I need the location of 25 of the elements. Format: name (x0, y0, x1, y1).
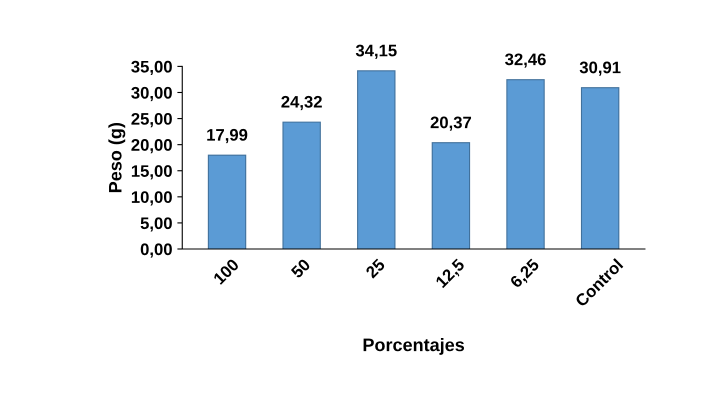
bar (357, 70, 396, 249)
x-tick-label: 50 (290, 258, 311, 279)
data-label: 32,46 (505, 53, 546, 68)
data-label: 30,91 (580, 62, 621, 76)
y-tick-label: 20,00 (131, 139, 172, 154)
y-tick-label: 10,00 (132, 191, 172, 206)
y-tick-label: 15,00 (132, 165, 172, 180)
y-tick-label: 25,00 (131, 112, 172, 128)
y-tick-label: 5,00 (140, 217, 172, 232)
data-label: 24,32 (281, 96, 322, 110)
bar (208, 154, 246, 249)
bar (432, 142, 470, 249)
x-tick-label: 100 (212, 258, 240, 285)
bar (506, 79, 545, 249)
data-label: 20,37 (430, 116, 472, 131)
y-axis-title: Peso (g) (108, 122, 126, 192)
bar (580, 87, 620, 249)
data-label: 17,99 (207, 128, 248, 144)
bar (282, 122, 321, 249)
data-label: 34,15 (356, 44, 397, 59)
x-axis-title: Porcentajes (364, 338, 464, 355)
y-tick-label: 30,00 (131, 86, 172, 102)
y-tick-label: 0,00 (140, 243, 172, 258)
y-tick-label: 35,00 (131, 60, 172, 76)
x-tick-label: 25 (364, 258, 386, 279)
